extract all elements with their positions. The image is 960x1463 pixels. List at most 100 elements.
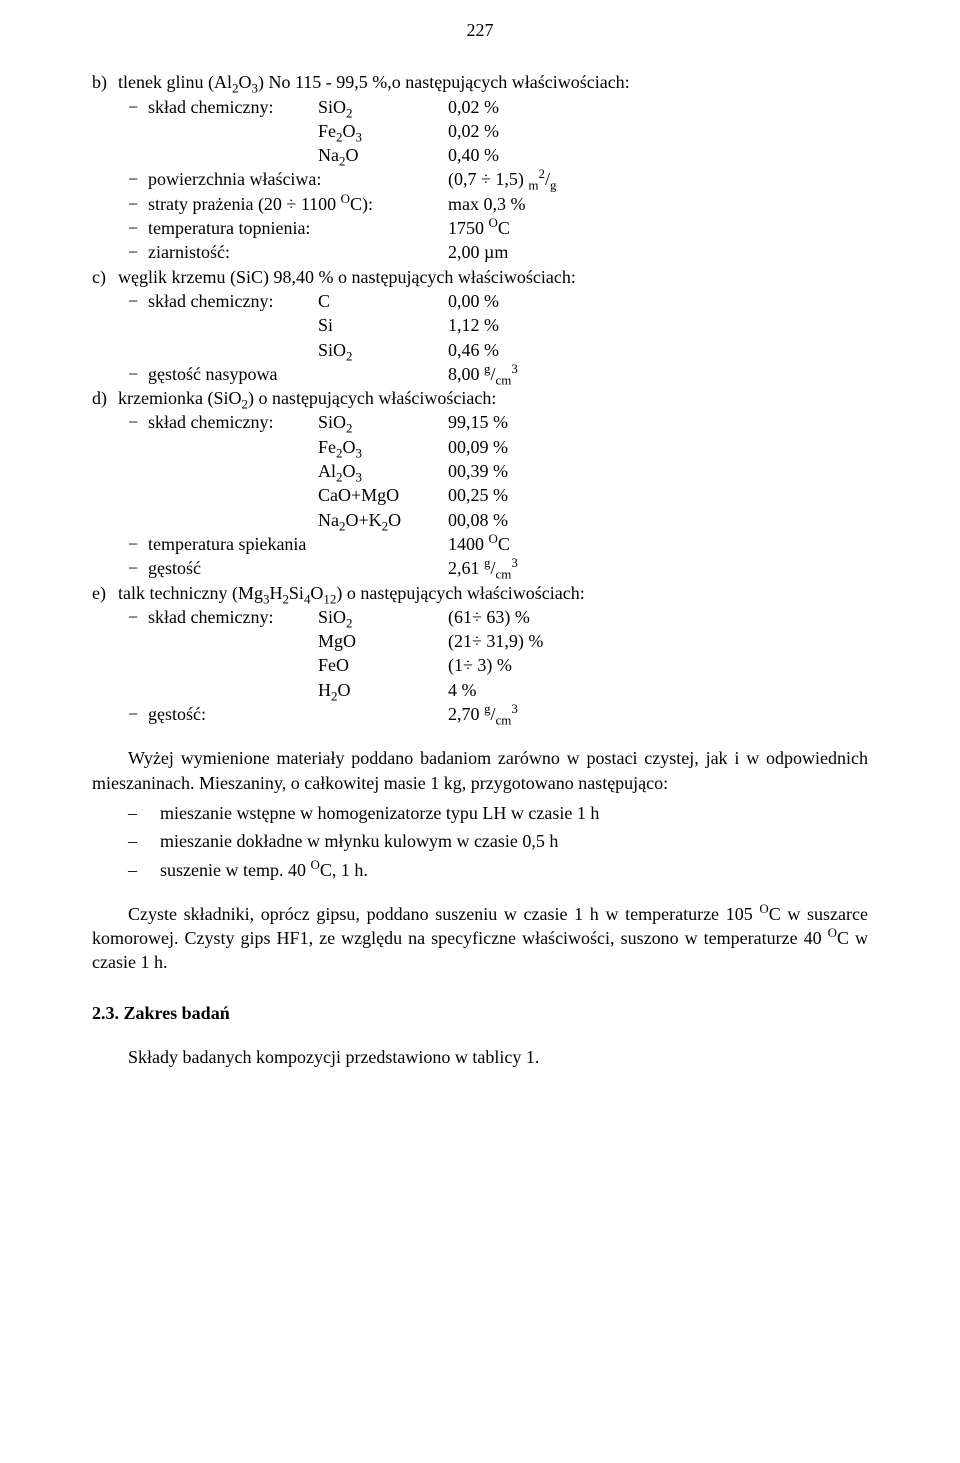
item-title: tlenek glinu (Al2O3) No 115 - 99,5 %,o n…	[118, 70, 868, 94]
chem-value: 0,00 %	[448, 289, 868, 313]
chem-value: (61÷ 63) %	[448, 605, 868, 629]
property-label: skład chemiczny:	[148, 95, 318, 119]
item-letter: d)	[92, 386, 118, 410]
dash-icon: −	[128, 702, 148, 726]
chem-row: MgO (21÷ 31,9) %	[92, 629, 868, 653]
bullet-list: – mieszanie wstępne w homogenizatorze ty…	[92, 801, 868, 882]
chem-name: Fe2O3	[318, 435, 448, 459]
property-row: − ziarnistość: 2,00 µm	[92, 240, 868, 264]
chem-row: SiO2 0,46 %	[92, 338, 868, 362]
list-item-d: d) krzemionka (SiO2) o następujących wła…	[92, 386, 868, 410]
chem-row: Si 1,12 %	[92, 313, 868, 337]
property-value: 1750 OC	[448, 216, 510, 240]
dash-icon: −	[128, 289, 148, 313]
dash-icon: −	[128, 362, 148, 386]
chem-value: 1,12 %	[448, 313, 868, 337]
chem-row: FeO (1÷ 3) %	[92, 653, 868, 677]
bullet-text: mieszanie wstępne w homogenizatorze typu…	[160, 801, 599, 825]
chem-name: MgO	[318, 629, 448, 653]
chem-row: Fe2O3 0,02 %	[92, 119, 868, 143]
chem-value: 00,08 %	[448, 508, 868, 532]
property-row: − gęstość nasypowa 8,00 g/cm3	[92, 362, 868, 386]
chem-row: Na2O 0,40 %	[92, 143, 868, 167]
property-row: − straty prażenia (20 ÷ 1100 OC): max 0,…	[92, 192, 868, 216]
dash-icon: –	[128, 829, 160, 853]
dash-icon: −	[128, 532, 148, 556]
property-label: gęstość:	[148, 702, 448, 726]
paragraph-table-ref: Składy badanych kompozycji przedstawiono…	[92, 1045, 868, 1069]
chem-name: SiO2	[318, 338, 448, 362]
dash-icon: −	[128, 167, 148, 191]
property-row: − skład chemiczny: SiO2 (61÷ 63) %	[92, 605, 868, 629]
section-heading: 2.3. Zakres badań	[92, 1001, 868, 1025]
chem-value: 0,40 %	[448, 143, 868, 167]
property-row: − temperatura topnienia: 1750 OC	[92, 216, 868, 240]
property-label: powierzchnia właściwa:	[148, 167, 448, 191]
dash-icon: −	[128, 240, 148, 264]
dash-icon: −	[128, 216, 148, 240]
property-label: straty prażenia (20 ÷ 1100 OC):	[148, 192, 448, 216]
chem-name: H2O	[318, 678, 448, 702]
item-letter: c)	[92, 265, 118, 289]
chem-value: (21÷ 31,9) %	[448, 629, 868, 653]
page-number: 227	[92, 18, 868, 42]
chem-name: FeO	[318, 653, 448, 677]
property-value: 2,61 g/cm3	[448, 556, 518, 580]
chem-row: Fe2O3 00,09 %	[92, 435, 868, 459]
chem-name: CaO+MgO	[318, 483, 448, 507]
dash-icon: –	[128, 858, 160, 882]
chem-name: C	[318, 289, 448, 313]
dash-icon: −	[128, 556, 148, 580]
chem-value: 4 %	[448, 678, 868, 702]
chem-name: SiO2	[318, 605, 448, 629]
item-letter: b)	[92, 70, 118, 94]
dash-icon: –	[128, 801, 160, 825]
list-item-e: e) talk techniczny (Mg3H2Si4O12) o nastę…	[92, 581, 868, 605]
chem-value: 99,15 %	[448, 410, 868, 434]
property-value: 1400 OC	[448, 532, 510, 556]
chem-name: Fe2O3	[318, 119, 448, 143]
chem-value: 0,02 %	[448, 95, 868, 119]
chem-name: Na2O	[318, 143, 448, 167]
document-page: 227 b) tlenek glinu (Al2O3) No 115 - 99,…	[0, 0, 960, 1109]
chem-value: 0,02 %	[448, 119, 868, 143]
dash-icon: −	[128, 192, 148, 216]
property-label: ziarnistość:	[148, 240, 448, 264]
property-label: temperatura spiekania	[148, 532, 448, 556]
bullet-item: – mieszanie dokładne w młynku kulowym w …	[92, 829, 868, 853]
bullet-text: mieszanie dokładne w młynku kulowym w cz…	[160, 829, 558, 853]
property-row: − skład chemiczny: C 0,00 %	[92, 289, 868, 313]
property-label: skład chemiczny:	[148, 289, 318, 313]
chem-row: H2O 4 %	[92, 678, 868, 702]
property-value: 2,70 g/cm3	[448, 702, 518, 726]
dash-icon: −	[128, 605, 148, 629]
dash-icon: −	[128, 410, 148, 434]
bullet-item: – suszenie w temp. 40 OC, 1 h.	[92, 858, 868, 882]
property-value: 2,00 µm	[448, 240, 508, 264]
property-row: − skład chemiczny: SiO2 99,15 %	[92, 410, 868, 434]
property-label: gęstość nasypowa	[148, 362, 448, 386]
property-row: − gęstość: 2,70 g/cm3	[92, 702, 868, 726]
bullet-item: – mieszanie wstępne w homogenizatorze ty…	[92, 801, 868, 825]
paragraph-intro: Wyżej wymienione materiały poddano badan…	[92, 746, 868, 795]
chem-value: 00,25 %	[448, 483, 868, 507]
list-item-c: c) węglik krzemu (SiC) 98,40 % o następu…	[92, 265, 868, 289]
paragraph-drying: Czyste składniki, oprócz gipsu, poddano …	[92, 902, 868, 975]
item-title: krzemionka (SiO2) o następujących właści…	[118, 386, 868, 410]
chem-name: Si	[318, 313, 448, 337]
property-row: − temperatura spiekania 1400 OC	[92, 532, 868, 556]
property-value: 8,00 g/cm3	[448, 362, 518, 386]
property-value: max 0,3 %	[448, 192, 525, 216]
property-row: − powierzchnia właściwa: (0,7 ÷ 1,5) m2/…	[92, 167, 868, 191]
property-row: − gęstość 2,61 g/cm3	[92, 556, 868, 580]
property-label: gęstość	[148, 556, 448, 580]
item-letter: e)	[92, 581, 118, 605]
property-label: temperatura topnienia:	[148, 216, 448, 240]
chem-name: SiO2	[318, 95, 448, 119]
chem-value: 0,46 %	[448, 338, 868, 362]
chem-name: Na2O+K2O	[318, 508, 448, 532]
bullet-text: suszenie w temp. 40 OC, 1 h.	[160, 858, 368, 882]
chem-row: CaO+MgO 00,25 %	[92, 483, 868, 507]
dash-icon: −	[128, 95, 148, 119]
chem-name: SiO2	[318, 410, 448, 434]
